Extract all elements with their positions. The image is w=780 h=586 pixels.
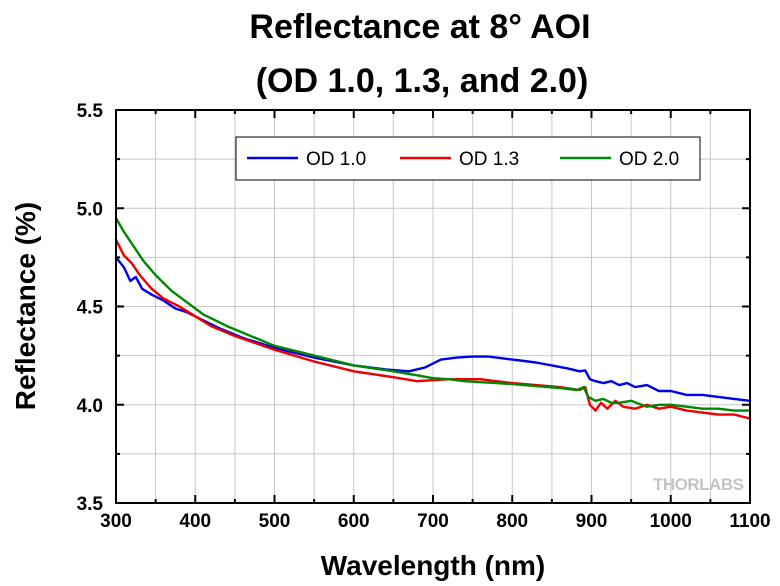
x-tick-label: 400 [179, 511, 211, 532]
axis-ticks: 300 400 500 600 700 800 900 1000 1100 3.5 4.0 4.5 5.… [77, 101, 771, 532]
y-tick-label: 3.5 [77, 494, 104, 515]
series-line-od-1-0 [114, 256, 752, 402]
x-tick-label: 1100 [729, 511, 770, 532]
x-tick-label: 800 [496, 511, 528, 532]
series-lines [114, 216, 752, 420]
chart-title-line2: (OD 1.0, 1.3, and 2.0) [256, 62, 589, 100]
chart-title-line1: Reflectance at 8° AOI [249, 8, 590, 46]
y-tick-label: 5.0 [77, 199, 103, 220]
legend-label-od13: OD 1.3 [459, 149, 519, 170]
x-tick-label: 1000 [650, 511, 692, 532]
series-line-od-2-0 [114, 216, 752, 412]
x-tick-label: 600 [338, 511, 370, 532]
thorlabs-watermark: THORLABS [653, 475, 744, 494]
x-tick-label: 300 [100, 511, 132, 532]
y-tick-label: 5.5 [77, 101, 104, 122]
y-axis-title: Reflectance (%) [10, 202, 41, 411]
legend-label-od10: OD 1.0 [306, 149, 366, 170]
legend-label-od20: OD 2.0 [619, 149, 679, 170]
x-axis-title: Wavelength (nm) [321, 550, 546, 581]
x-tick-label: 500 [259, 511, 291, 532]
x-tick-label: 900 [576, 511, 608, 532]
y-tick-label: 4.0 [77, 396, 103, 417]
x-tick-label: 700 [417, 511, 449, 532]
legend: OD 1.0 OD 1.3 OD 2.0 [235, 136, 701, 181]
legend-box [235, 136, 701, 181]
y-tick-label: 4.5 [77, 298, 104, 319]
